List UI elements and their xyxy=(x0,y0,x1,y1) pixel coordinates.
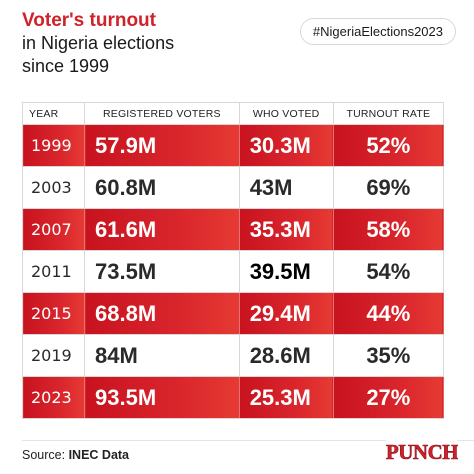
cell-rate: 69% xyxy=(333,166,445,209)
cell-registered: 57.9M xyxy=(84,124,240,167)
column-header-voted: WHO VOTED xyxy=(239,102,334,125)
cell-voted: 30.3M xyxy=(239,124,334,167)
chart-subtitle-line2: since 1999 xyxy=(22,56,110,76)
table-row: 2007 61.6M 35.3M 58% xyxy=(22,208,445,251)
cell-registered: 61.6M xyxy=(84,208,240,251)
chart-subtitle-line1: in Nigeria elections xyxy=(22,33,175,53)
cell-voted: 43M xyxy=(239,166,334,209)
cell-rate: 52% xyxy=(333,124,445,167)
punch-logo: PUNCH xyxy=(386,440,458,464)
cell-year: 2007 xyxy=(22,208,85,251)
cell-registered: 93.5M xyxy=(84,376,240,419)
cell-rate: 35% xyxy=(333,334,445,377)
cell-registered: 84M xyxy=(84,334,240,377)
cell-rate: 54% xyxy=(333,250,445,293)
table-row: 2015 68.8M 29.4M 44% xyxy=(22,292,445,335)
cell-year: 1999 xyxy=(22,124,85,167)
cell-voted: 29.4M xyxy=(239,292,334,335)
title-block: Voter's turnout in Nigeria elections sin… xyxy=(22,10,174,78)
footer-divider xyxy=(22,440,474,441)
cell-voted: 28.6M xyxy=(239,334,334,377)
cell-voted: 39.5M xyxy=(239,250,334,293)
cell-year: 2011 xyxy=(22,250,85,293)
cell-year: 2003 xyxy=(22,166,85,209)
chart-title: Voter's turnout xyxy=(22,10,156,31)
source-label: Source: xyxy=(22,448,66,462)
table-row: 2011 73.5M 39.5M 54% xyxy=(22,250,445,293)
cell-rate: 27% xyxy=(333,376,445,419)
cell-registered: 68.8M xyxy=(84,292,240,335)
cell-registered: 60.8M xyxy=(84,166,240,209)
column-header-registered: REGISTERED VOTERS xyxy=(84,102,240,125)
cell-rate: 44% xyxy=(333,292,445,335)
cell-rate: 58% xyxy=(333,208,445,251)
source-value: INEC Data xyxy=(68,448,130,462)
table-row: 2003 60.8M 43M 69% xyxy=(22,166,445,209)
cell-voted: 35.3M xyxy=(239,208,334,251)
hashtag-badge: #NigeriaElections2023 xyxy=(299,18,456,45)
turnout-table: YEAR REGISTERED VOTERS WHO VOTED TURNOUT… xyxy=(22,102,445,419)
punch-logo-text: PUNCH xyxy=(386,440,458,464)
table-body: 1999 57.9M 30.3M 52% 2003 60.8M 43M 69% 2007 61.6… xyxy=(22,124,445,419)
table-row: 1999 57.9M 30.3M 52% xyxy=(22,124,445,167)
table-header-row: YEAR REGISTERED VOTERS WHO VOTED TURNOUT… xyxy=(22,102,445,125)
cell-year: 2023 xyxy=(22,376,85,419)
cell-year: 2019 xyxy=(22,334,85,377)
table-row: 2019 84M 28.6M 35% xyxy=(22,334,445,377)
cell-year: 2015 xyxy=(22,292,85,335)
source-note: Source: INEC Data xyxy=(22,448,129,462)
cell-voted: 25.3M xyxy=(239,376,334,419)
column-header-rate: TURNOUT RATE xyxy=(333,102,445,125)
column-header-year: YEAR xyxy=(22,102,85,125)
table-row: 2023 93.5M 25.3M 27% xyxy=(22,376,445,419)
cell-registered: 73.5M xyxy=(84,250,240,293)
